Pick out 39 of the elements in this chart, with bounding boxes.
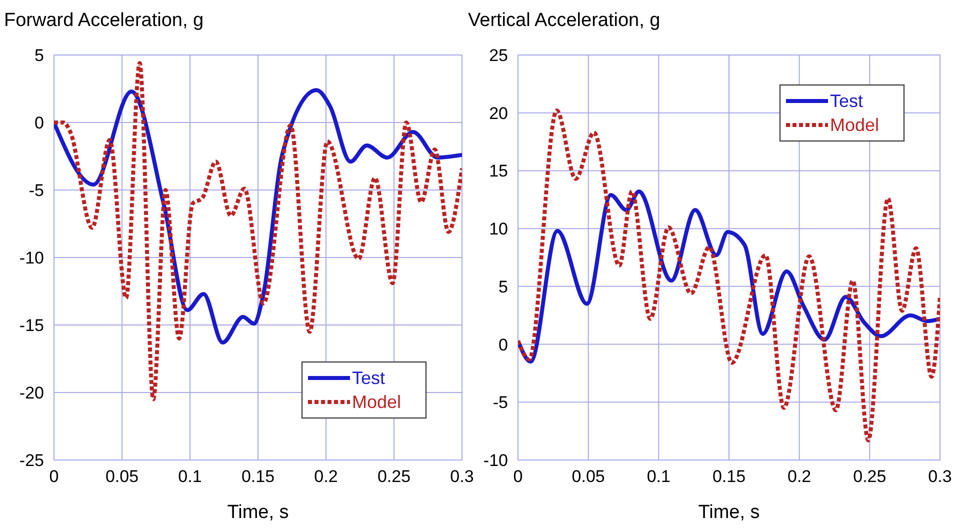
legend-label: Test bbox=[352, 368, 386, 388]
x-tick-label: 0.2 bbox=[314, 467, 338, 486]
x-tick-label: 0.2 bbox=[788, 467, 812, 486]
x-tick-label: 0.1 bbox=[646, 467, 670, 486]
legend-label: Model bbox=[830, 115, 880, 135]
y-tick-label: 10 bbox=[489, 220, 508, 239]
x-axis-title: Time, s bbox=[227, 502, 289, 523]
x-tick-label: 0.25 bbox=[377, 467, 411, 486]
x-axis-title: Time, s bbox=[698, 502, 760, 523]
line-series bbox=[518, 190, 940, 364]
y-tick-label: 0 bbox=[34, 114, 44, 132]
y-tick-label: 5 bbox=[498, 277, 508, 296]
legend-label: Test bbox=[830, 91, 864, 111]
line-series bbox=[518, 108, 940, 442]
x-tick-label: 0.15 bbox=[712, 467, 746, 486]
x-tick-label: 0.25 bbox=[853, 467, 886, 486]
x-tick-label: 0 bbox=[513, 467, 523, 486]
x-tick-label: 0.3 bbox=[450, 467, 474, 486]
chart-title: Forward Acceleration, g bbox=[4, 10, 204, 31]
x-tick-label: 0.05 bbox=[572, 467, 605, 486]
y-tick-label: 0 bbox=[498, 335, 508, 354]
y-tick-label: 20 bbox=[489, 104, 508, 123]
y-tick-label: 15 bbox=[489, 162, 508, 181]
y-tick-label: -25 bbox=[19, 451, 44, 470]
x-tick-label: 0 bbox=[49, 467, 59, 486]
y-tick-label: -5 bbox=[492, 393, 508, 412]
y-tick-label: -10 bbox=[483, 451, 508, 470]
x-tick-label: 0.05 bbox=[105, 467, 139, 486]
legend-label: Model bbox=[352, 392, 402, 412]
y-tick-label: -15 bbox=[19, 316, 44, 335]
y-tick-label: -20 bbox=[19, 384, 44, 402]
chart-title: Vertical Acceleration, g bbox=[468, 10, 660, 31]
x-tick-label: 0.3 bbox=[928, 467, 952, 486]
y-tick-label: 25 bbox=[489, 46, 508, 65]
y-tick-label: 5 bbox=[34, 46, 44, 65]
y-tick-label: -10 bbox=[19, 248, 44, 268]
x-tick-label: 0.15 bbox=[241, 467, 275, 486]
y-tick-label: -5 bbox=[28, 181, 44, 200]
x-tick-label: 0.1 bbox=[178, 467, 202, 486]
